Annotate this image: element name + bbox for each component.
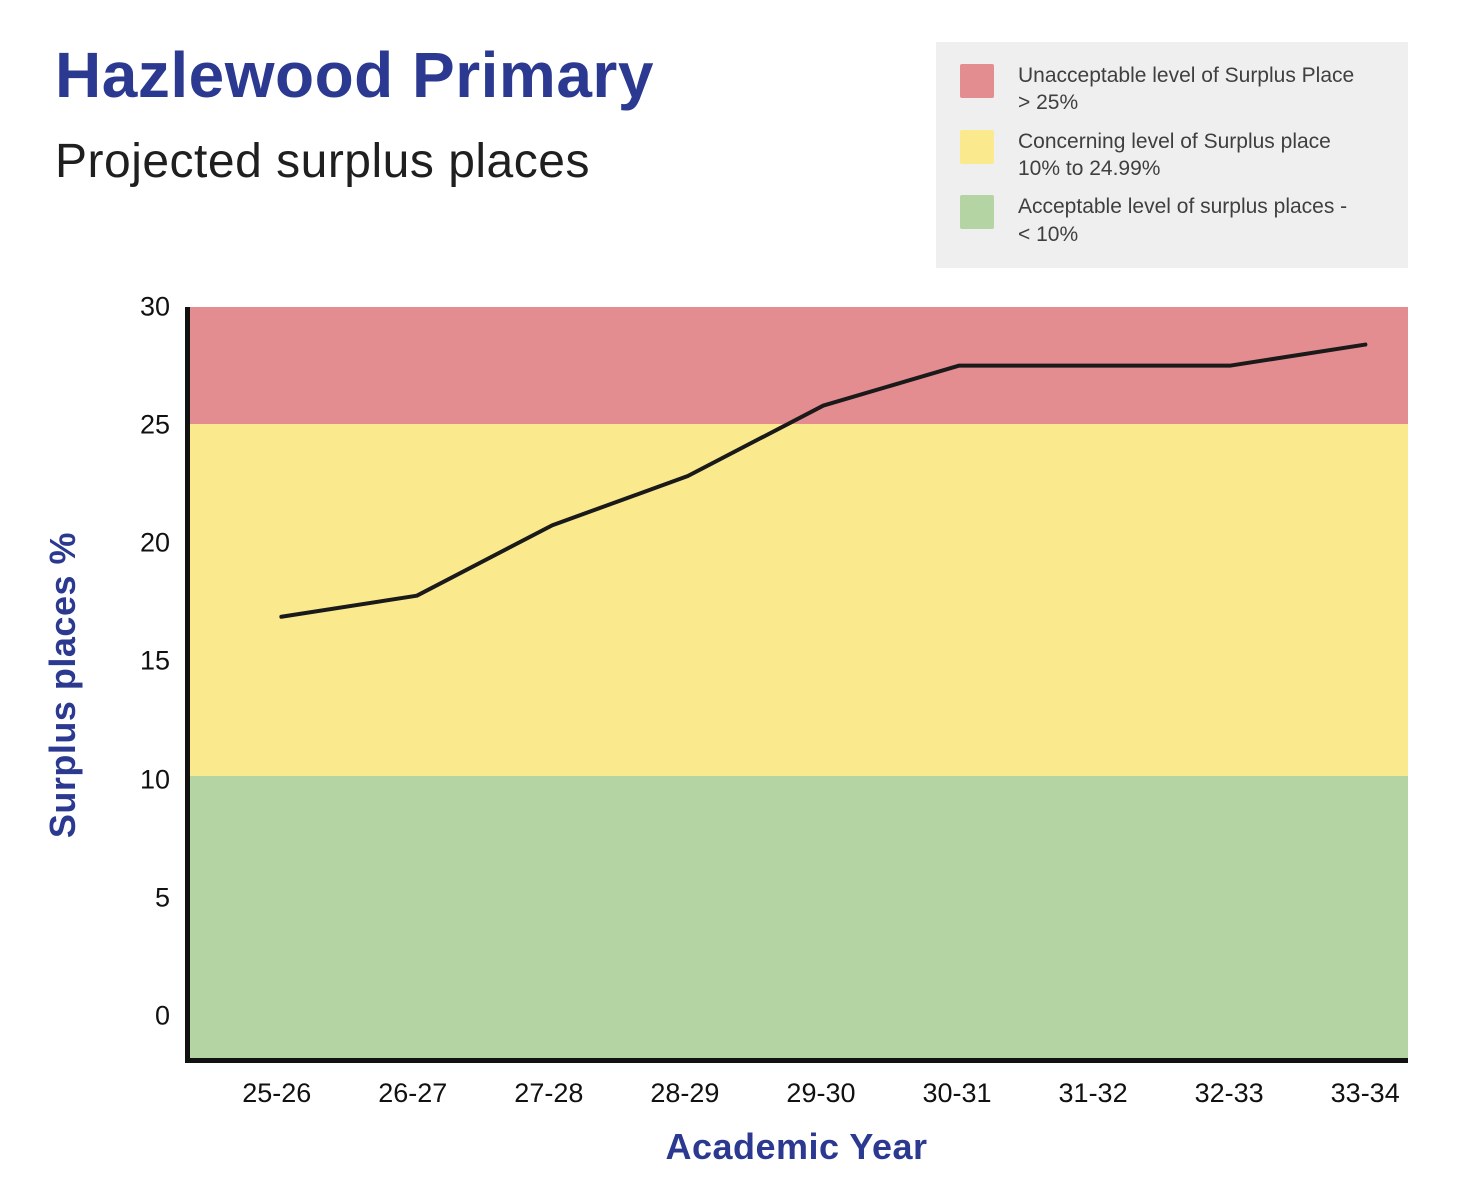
y-tick-20: 20 xyxy=(139,527,170,558)
y-tick-10: 10 xyxy=(139,764,170,794)
y-tick-5: 5 xyxy=(154,882,170,913)
y-tick-25: 25 xyxy=(139,409,170,440)
x-tick-30-31: 30-31 xyxy=(922,1078,992,1108)
x-tick-29-30: 29-30 xyxy=(786,1078,856,1108)
legend-label-acceptable: Acceptable level of surplus places - < 1… xyxy=(1018,195,1348,246)
y-axis-ticks: 30 25 20 15 10 5 0 xyxy=(0,292,170,1063)
x-tick-33-34: 33-34 xyxy=(1330,1078,1400,1108)
legend-swatch-unacceptable xyxy=(960,64,994,98)
x-tick-31-32: 31-32 xyxy=(1058,1078,1128,1108)
plot-area xyxy=(185,307,1408,1063)
legend-swatch-acceptable xyxy=(960,195,994,230)
band-acceptable xyxy=(190,776,1408,1058)
legend-label-concerning: Concerning level of Surplus place 10% to… xyxy=(1018,129,1331,180)
page-title: Hazlewood Primary xyxy=(55,39,654,111)
legend-swatch-concerning xyxy=(960,129,994,164)
x-axis-title: Academic Year xyxy=(665,1126,928,1167)
x-tick-25-26: 25-26 xyxy=(242,1078,312,1108)
y-tick-0: 0 xyxy=(154,1000,170,1031)
x-tick-32-33: 32-33 xyxy=(1194,1078,1264,1108)
page-subtitle: Projected surplus places xyxy=(55,135,590,188)
x-tick-28-29: 28-29 xyxy=(650,1078,720,1108)
x-tick-27-28: 27-28 xyxy=(514,1078,584,1108)
legend-label-unacceptable: Unacceptable level of Surplus Place > 25… xyxy=(1018,64,1355,115)
legend: Unacceptable level of Surplus Place > 25… xyxy=(936,42,1408,268)
y-tick-30: 30 xyxy=(139,291,170,322)
legend-item-acceptable: Acceptable level of surplus places - < 1… xyxy=(960,193,1384,248)
series-line-projected-surplus-places xyxy=(281,345,1365,617)
x-tick-26-27: 26-27 xyxy=(378,1078,448,1108)
surplus-line-chart xyxy=(190,307,1408,1058)
legend-item-concerning: Concerning level of Surplus place 10% to… xyxy=(960,128,1384,183)
x-axis-ticks: 25-26 26-27 27-28 28-29 29-30 30-31 31-32 32-33… xyxy=(185,1078,1408,1118)
y-tick-15: 15 xyxy=(139,645,170,676)
legend-item-unacceptable: Unacceptable level of Surplus Place > 25… xyxy=(960,62,1384,117)
